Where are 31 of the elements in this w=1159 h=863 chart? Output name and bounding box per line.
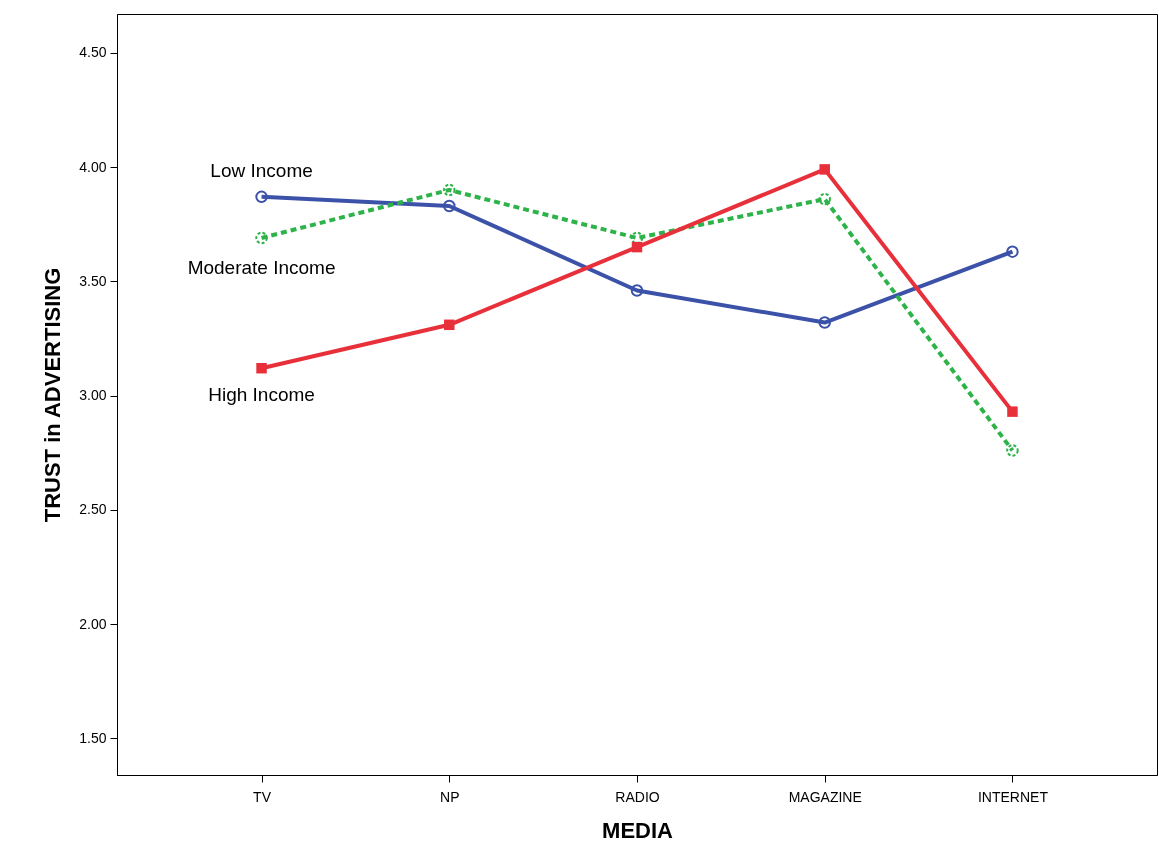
y-tick-label: 2.50 bbox=[79, 501, 107, 518]
point bbox=[443, 183, 456, 197]
point bbox=[443, 199, 456, 213]
y-tick-label: 4.50 bbox=[79, 44, 107, 61]
point bbox=[1007, 406, 1018, 417]
point bbox=[819, 164, 830, 175]
point bbox=[631, 241, 643, 253]
y-tick-label: 2.00 bbox=[79, 615, 107, 632]
point bbox=[1006, 444, 1019, 457]
series-label: Moderate Income bbox=[187, 256, 336, 278]
y-tick-label: 1.50 bbox=[79, 729, 107, 746]
series-label: High Income bbox=[208, 384, 315, 406]
point bbox=[1006, 245, 1019, 258]
x-tick-label: TV bbox=[253, 788, 272, 805]
point bbox=[630, 284, 644, 297]
point bbox=[818, 192, 831, 206]
series-label: Low Income bbox=[210, 159, 313, 181]
point bbox=[444, 319, 455, 331]
point bbox=[818, 316, 831, 329]
y-axis-title: TRUST in ADVERTISING bbox=[40, 267, 66, 523]
point bbox=[255, 231, 268, 245]
x-tick-label: INTERNET bbox=[977, 788, 1049, 805]
x-tick-label: RADIO bbox=[615, 788, 660, 805]
point bbox=[255, 190, 268, 204]
y-tick-label: 3.50 bbox=[79, 272, 107, 289]
x-axis-title: MEDIA bbox=[602, 817, 674, 843]
y-tick-label: 3.00 bbox=[79, 387, 107, 404]
y-tick-label: 4.00 bbox=[79, 158, 107, 175]
x-tick-label: NP bbox=[440, 788, 460, 805]
point bbox=[256, 362, 267, 374]
x-tick-label: MAGAZINE bbox=[788, 788, 862, 805]
